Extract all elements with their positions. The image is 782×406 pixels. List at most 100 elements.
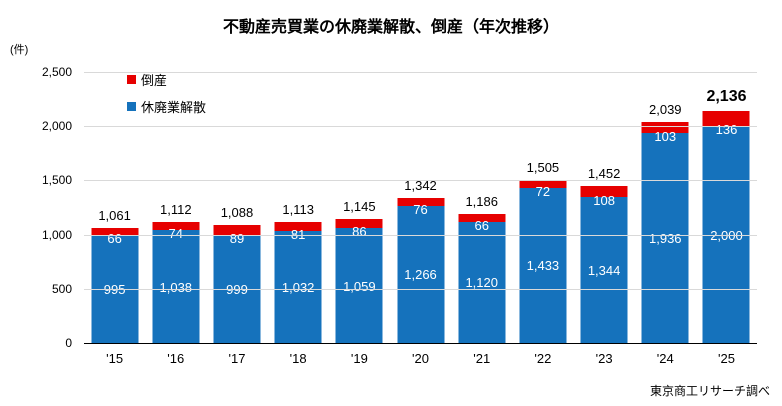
stacked-bar[interactable]: 89 999: [213, 225, 261, 343]
chart-title: 不動産売買業の休廃業解散、倒産（年次推移）: [222, 19, 559, 36]
x-axis-tick-label: '25: [717, 351, 735, 366]
bankruptcy-segment[interactable]: [152, 222, 200, 231]
bankruptcy-segment[interactable]: [702, 111, 750, 127]
closure-value-label: 1,120: [465, 275, 498, 291]
x-axis-labels: '15 '16 '17 '18 '19 '20 '21 '22 '23 '24 '25: [84, 351, 757, 366]
closure-segment[interactable]: [397, 205, 445, 343]
x-axis-tick-label: '20: [412, 351, 429, 366]
y-axis-tick-label: 1,000: [41, 227, 72, 242]
closure-segment[interactable]: [335, 228, 383, 343]
total-value-label: 1,088: [220, 205, 254, 221]
legend-label: 倒産: [141, 73, 168, 88]
x-axis-tick-label: '18: [289, 351, 307, 366]
gridline: [84, 180, 757, 182]
bankruptcy-segment[interactable]: [458, 214, 506, 222]
stacked-bar[interactable]: 66 1,120: [458, 214, 506, 343]
y-axis-tick-label: 2,500: [41, 65, 72, 79]
total-value-label: 1,145: [343, 198, 376, 214]
bar-group: 1,342 76 1,266: [390, 72, 451, 343]
total-value-label: 2,039: [649, 101, 682, 117]
bankruptcy-segment[interactable]: [397, 197, 445, 206]
stacked-bar[interactable]: 103 1,936: [641, 121, 689, 343]
stacked-bar[interactable]: 108 1,344: [580, 185, 628, 343]
total-value-label: 1,113: [282, 202, 314, 218]
gridline: [84, 126, 757, 128]
y-axis-unit-label: (件): [10, 44, 29, 56]
bankruptcy-value-label: 66: [474, 217, 489, 233]
stacked-bar[interactable]: 74 1,038: [152, 222, 200, 343]
bankruptcy-segment[interactable]: [91, 228, 139, 236]
total-value-label: 2,136: [706, 88, 747, 106]
stacked-bar[interactable]: 72 1,433: [519, 179, 567, 343]
legend-label: 休廃業解散: [141, 100, 207, 115]
plot-area: 1,061 66 995 1,112 74 1,038 1,088 89 999 1,113 81 1…: [42, 65, 757, 350]
bar-group: 1,112 74 1,038: [145, 72, 206, 343]
x-axis-tick-label: '16: [167, 351, 185, 366]
x-axis-tick-label: '21: [473, 351, 491, 366]
bar-group: 1,088 89 999: [206, 72, 267, 343]
closure-value-label: 1,038: [159, 279, 193, 295]
gridline: [84, 72, 757, 73]
legend-item: 倒産: [127, 73, 206, 88]
bankruptcy-segment[interactable]: [580, 185, 628, 198]
x-axis-tick-label: '19: [350, 351, 368, 366]
stacked-bar[interactable]: 81 1,032: [274, 222, 322, 343]
bar-group: 1,145 86 1,059: [329, 72, 390, 343]
total-value-label: 1,505: [526, 159, 560, 175]
bankruptcy-value-label: 136: [715, 122, 738, 138]
legend-item: 休廃業解散: [127, 100, 207, 115]
legend-swatch-icon: [127, 75, 136, 84]
total-value-label: 1,112: [159, 202, 192, 218]
closure-value-label: 1,433: [526, 258, 560, 274]
closure-segment[interactable]: [641, 133, 689, 343]
closure-segment[interactable]: [274, 231, 322, 343]
x-axis-line: [84, 343, 757, 344]
bankruptcy-value-label: 86: [352, 224, 367, 240]
closure-segment[interactable]: [458, 221, 506, 343]
closure-segment[interactable]: [152, 230, 200, 343]
y-axis-tick-label: 500: [51, 281, 72, 296]
stacked-bar[interactable]: 86 1,059: [335, 218, 383, 343]
bar-group: 1,452 108 1,344: [574, 72, 635, 343]
bankruptcy-segment[interactable]: [335, 218, 383, 229]
total-value-label: 1,061: [98, 208, 131, 223]
bankruptcy-segment[interactable]: [213, 225, 261, 235]
legend-swatch-icon: [127, 102, 136, 111]
gridline: [84, 234, 757, 236]
y-axis-tick-label: 2,000: [41, 119, 72, 134]
legend: 倒産 休廃業解散: [127, 73, 206, 127]
bar-group: 2,039 103 1,936: [635, 72, 696, 343]
total-value-label: 1,186: [465, 194, 498, 210]
total-value-label: 1,452: [587, 165, 621, 181]
x-axis-tick-label: '17: [228, 351, 246, 366]
gridline: [84, 288, 757, 290]
stacked-bar[interactable]: 66 995: [91, 228, 139, 343]
bankruptcy-value-label: 72: [535, 183, 551, 199]
x-axis-tick-label: '24: [656, 351, 674, 366]
bankruptcy-segment[interactable]: [519, 179, 567, 188]
x-axis-tick-label: '15: [106, 351, 124, 366]
bankruptcy-segment[interactable]: [274, 222, 322, 232]
stacked-bar[interactable]: 136 2,000: [702, 111, 750, 343]
closure-segment[interactable]: [519, 187, 567, 343]
x-axis-tick-label: '23: [595, 351, 613, 366]
bankruptcy-value-label: 76: [413, 201, 428, 217]
source-credit: 東京商工リサーチ調べ: [649, 384, 770, 398]
closure-value-label: 1,059: [343, 278, 376, 294]
bar-group: 1,186 66 1,120: [451, 72, 512, 343]
bankruptcy-value-label: 103: [654, 129, 677, 145]
bankruptcy-value-label: 74: [168, 226, 184, 242]
closure-value-label: 1,032: [281, 280, 315, 296]
stacked-bar[interactable]: 76 1,266: [397, 197, 445, 343]
total-value-label: 1,342: [404, 177, 437, 193]
closure-value-label: 1,266: [404, 267, 437, 283]
bar-group: 1,113 81 1,032: [268, 72, 329, 343]
bankruptcy-segment[interactable]: [641, 121, 689, 134]
closure-value-label: 1,344: [587, 263, 621, 279]
y-axis-tick-label: 0: [65, 336, 72, 350]
y-axis-tick-label: 1,500: [41, 173, 72, 188]
closure-segment[interactable]: [580, 197, 628, 343]
bankruptcy-value-label: 108: [593, 193, 615, 209]
bar-group: 2,136 136 2,000: [696, 72, 757, 343]
